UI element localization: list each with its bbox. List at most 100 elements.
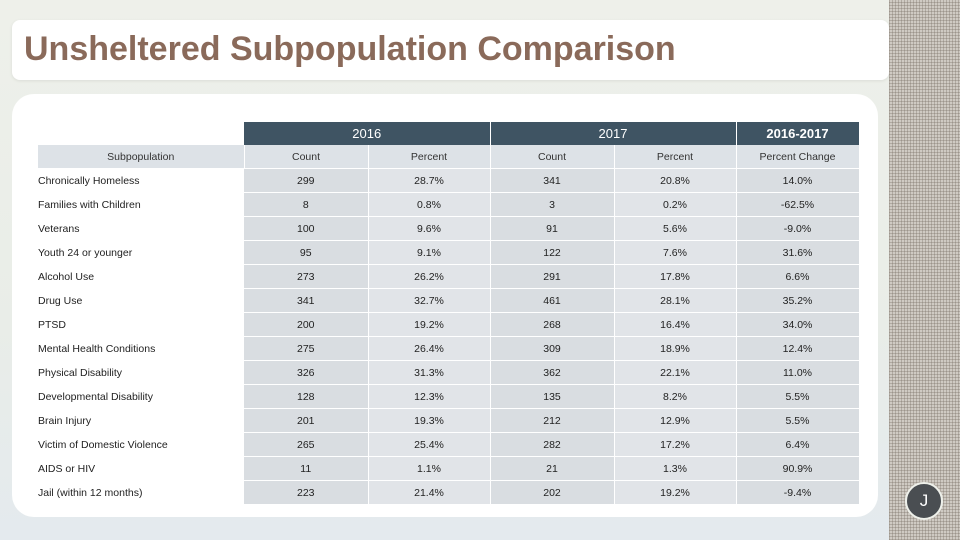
percent-change-cell: 6.6% (736, 264, 860, 289)
count-2017-cell: 135 (490, 384, 615, 409)
percent-2017-cell: 5.6% (614, 216, 737, 241)
subpopulation-cell: Physical Disability (38, 360, 244, 385)
percent-2017-cell: 19.2% (614, 480, 737, 504)
percent-2017-cell: 8.2% (614, 384, 737, 409)
subpopulation-cell: Veterans (38, 216, 244, 241)
percent-change-cell: 35.2% (736, 288, 860, 313)
slide-badge: J (905, 482, 943, 520)
count-2016-cell: 275 (244, 336, 369, 361)
count-2016-cell: 326 (244, 360, 369, 385)
table-row: Jail (within 12 months) 223 21.4% 202 19.2% -… (38, 480, 860, 504)
count-2017-cell: 461 (490, 288, 615, 313)
table-row: Developmental Disability 128 12.3% 135 8.2% 5… (38, 384, 860, 409)
percent-change-cell: 11.0% (736, 360, 860, 385)
subheader-percent-change: Percent Change (736, 145, 860, 169)
table-row: AIDS or HIV 11 1.1% 21 1.3% 90.9% (38, 456, 860, 481)
percent-2017-cell: 17.2% (614, 432, 737, 457)
count-2016-cell: 11 (244, 456, 369, 481)
percent-2016-cell: 19.3% (368, 408, 491, 433)
subpopulation-table: 2016 2017 2016-2017 Subpopulation Count … (38, 122, 860, 504)
subpopulation-cell: Families with Children (38, 192, 244, 217)
count-2017-cell: 212 (490, 408, 615, 433)
percent-2016-cell: 28.7% (368, 168, 491, 193)
subpopulation-cell: PTSD (38, 312, 244, 337)
percent-2016-cell: 9.1% (368, 240, 491, 265)
count-2016-cell: 95 (244, 240, 369, 265)
table-row: Brain Injury 201 19.3% 212 12.9% 5.5% (38, 408, 860, 433)
percent-2016-cell: 31.3% (368, 360, 491, 385)
percent-change-cell: 6.4% (736, 432, 860, 457)
count-2017-cell: 91 (490, 216, 615, 241)
percent-2017-cell: 7.6% (614, 240, 737, 265)
percent-change-cell: 12.4% (736, 336, 860, 361)
percent-change-cell: 31.6% (736, 240, 860, 265)
percent-2017-cell: 18.9% (614, 336, 737, 361)
percent-change-cell: 5.5% (736, 408, 860, 433)
table-body: Chronically Homeless 299 28.7% 341 20.8% 14.0… (38, 168, 860, 504)
count-2017-cell: 282 (490, 432, 615, 457)
table-row: Mental Health Conditions 275 26.4% 309 18.9%… (38, 336, 860, 361)
table-row: PTSD 200 19.2% 268 16.4% 34.0% (38, 312, 860, 337)
percent-2016-cell: 25.4% (368, 432, 491, 457)
percent-2016-cell: 12.3% (368, 384, 491, 409)
subpopulation-cell: Mental Health Conditions (38, 336, 244, 361)
count-2016-cell: 128 (244, 384, 369, 409)
count-2017-cell: 122 (490, 240, 615, 265)
percent-2017-cell: 28.1% (614, 288, 737, 313)
subpopulation-cell: Youth 24 or younger (38, 240, 244, 265)
change-period-header: 2016-2017 (736, 122, 860, 145)
percent-2016-cell: 1.1% (368, 456, 491, 481)
count-2017-cell: 3 (490, 192, 615, 217)
count-2017-cell: 21 (490, 456, 615, 481)
subpopulation-cell: Alcohol Use (38, 264, 244, 289)
percent-2017-cell: 17.8% (614, 264, 737, 289)
percent-2017-cell: 0.2% (614, 192, 737, 217)
subpopulation-cell: Chronically Homeless (38, 168, 244, 193)
header-blank-cell (38, 122, 244, 145)
table-row: Families with Children 8 0.8% 3 0.2% -62.5% (38, 192, 860, 217)
table-row: Drug Use 341 32.7% 461 28.1% 35.2% (38, 288, 860, 313)
percent-2017-cell: 20.8% (614, 168, 737, 193)
percent-2016-cell: 26.2% (368, 264, 491, 289)
count-2016-cell: 8 (244, 192, 369, 217)
count-2016-cell: 200 (244, 312, 369, 337)
percent-2016-cell: 9.6% (368, 216, 491, 241)
decorative-stripe (889, 0, 960, 540)
subheader-count-2017: Count (490, 145, 615, 169)
percent-2017-cell: 12.9% (614, 408, 737, 433)
table-row: Chronically Homeless 299 28.7% 341 20.8% 14.0… (38, 168, 860, 193)
subpopulation-cell: Brain Injury (38, 408, 244, 433)
percent-2016-cell: 0.8% (368, 192, 491, 217)
percent-2016-cell: 21.4% (368, 480, 491, 504)
percent-change-cell: 5.5% (736, 384, 860, 409)
percent-2017-cell: 16.4% (614, 312, 737, 337)
count-2016-cell: 273 (244, 264, 369, 289)
table-row: Veterans 100 9.6% 91 5.6% -9.0% (38, 216, 860, 241)
subpopulation-cell: Victim of Domestic Violence (38, 432, 244, 457)
subheader-percent-2017: Percent (614, 145, 737, 169)
percent-2016-cell: 32.7% (368, 288, 491, 313)
count-2016-cell: 341 (244, 288, 369, 313)
count-2016-cell: 201 (244, 408, 369, 433)
table-row: Victim of Domestic Violence 265 25.4% 282 17… (38, 432, 860, 457)
slide-title: Unsheltered Subpopulation Comparison (24, 30, 676, 68)
percent-2016-cell: 19.2% (368, 312, 491, 337)
count-2016-cell: 223 (244, 480, 369, 504)
table-row: Alcohol Use 273 26.2% 291 17.8% 6.6% (38, 264, 860, 289)
table-row: Youth 24 or younger 95 9.1% 122 7.6% 31.6% (38, 240, 860, 265)
table-row: Physical Disability 326 31.3% 362 22.1% 11.0% (38, 360, 860, 385)
subheader-percent-2016: Percent (368, 145, 491, 169)
subpopulation-cell: Drug Use (38, 288, 244, 313)
subpopulation-cell: AIDS or HIV (38, 456, 244, 481)
count-2017-cell: 362 (490, 360, 615, 385)
percent-change-cell: 14.0% (736, 168, 860, 193)
count-2017-cell: 202 (490, 480, 615, 504)
year-2016-header: 2016 (244, 122, 491, 145)
count-2017-cell: 309 (490, 336, 615, 361)
percent-2016-cell: 26.4% (368, 336, 491, 361)
percent-change-cell: 90.9% (736, 456, 860, 481)
percent-change-cell: -9.4% (736, 480, 860, 504)
subheader-subpopulation: Subpopulation (38, 145, 245, 169)
year-2017-header: 2017 (490, 122, 737, 145)
percent-change-cell: -9.0% (736, 216, 860, 241)
